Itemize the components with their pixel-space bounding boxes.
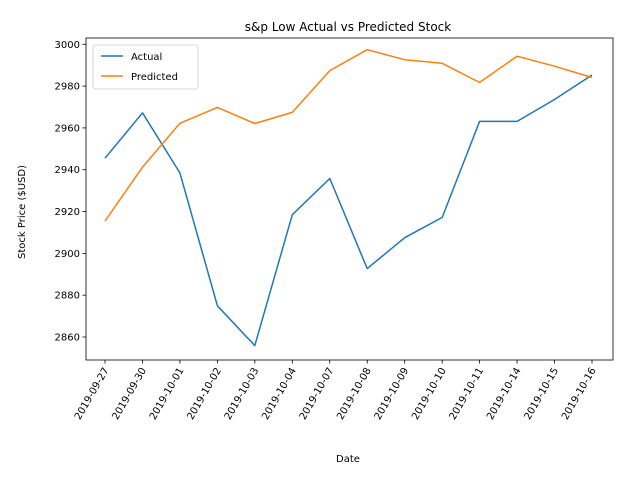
x-tick-label: 2019-10-07 — [298, 366, 337, 422]
x-tick-label: 2019-10-09 — [373, 366, 412, 422]
y-tick-label: 2900 — [55, 249, 80, 260]
y-tick-label: 2920 — [55, 207, 80, 218]
y-tick-label: 3000 — [55, 40, 80, 51]
x-tick-label: 2019-10-15 — [523, 366, 562, 422]
y-tick-label: 2940 — [55, 165, 80, 176]
y-tick-label: 2980 — [55, 82, 80, 93]
axes-frame — [85, 37, 614, 361]
x-tick-label: 2019-10-01 — [148, 366, 187, 422]
x-axis-label: Date — [336, 454, 360, 465]
y-tick-label: 2860 — [55, 333, 80, 344]
y-tick-label: 2880 — [55, 291, 80, 302]
x-tick-label: 2019-10-02 — [185, 366, 224, 422]
x-tick-label: 2019-10-08 — [335, 366, 374, 422]
x-tick-label: 2019-10-11 — [448, 366, 487, 422]
x-tick-label: 2019-10-10 — [410, 366, 449, 422]
plot-area: 2860 2880 2900 2920 2940 2960 2980 3000 2019-09-… — [55, 37, 614, 422]
series-line-predicted — [104, 48, 593, 222]
x-tick-label: 2019-09-30 — [110, 366, 149, 422]
legend-label-actual: Actual — [131, 52, 162, 63]
legend-label-predicted: Predicted — [131, 72, 178, 83]
legend: Actual Predicted — [92, 44, 199, 90]
x-tick-label: 2019-10-03 — [223, 366, 262, 422]
x-tick-label: 2019-09-27 — [73, 366, 112, 422]
y-axis-label: Stock Price ($USD) — [17, 165, 28, 259]
series-line-actual — [104, 74, 593, 347]
chart-title: s&p Low Actual vs Predicted Stock — [245, 20, 451, 34]
x-tick-label: 2019-10-04 — [260, 366, 299, 422]
y-tick-label: 2960 — [55, 123, 80, 134]
x-tick-label: 2019-10-16 — [560, 366, 599, 422]
x-tick-label: 2019-10-14 — [485, 366, 524, 422]
